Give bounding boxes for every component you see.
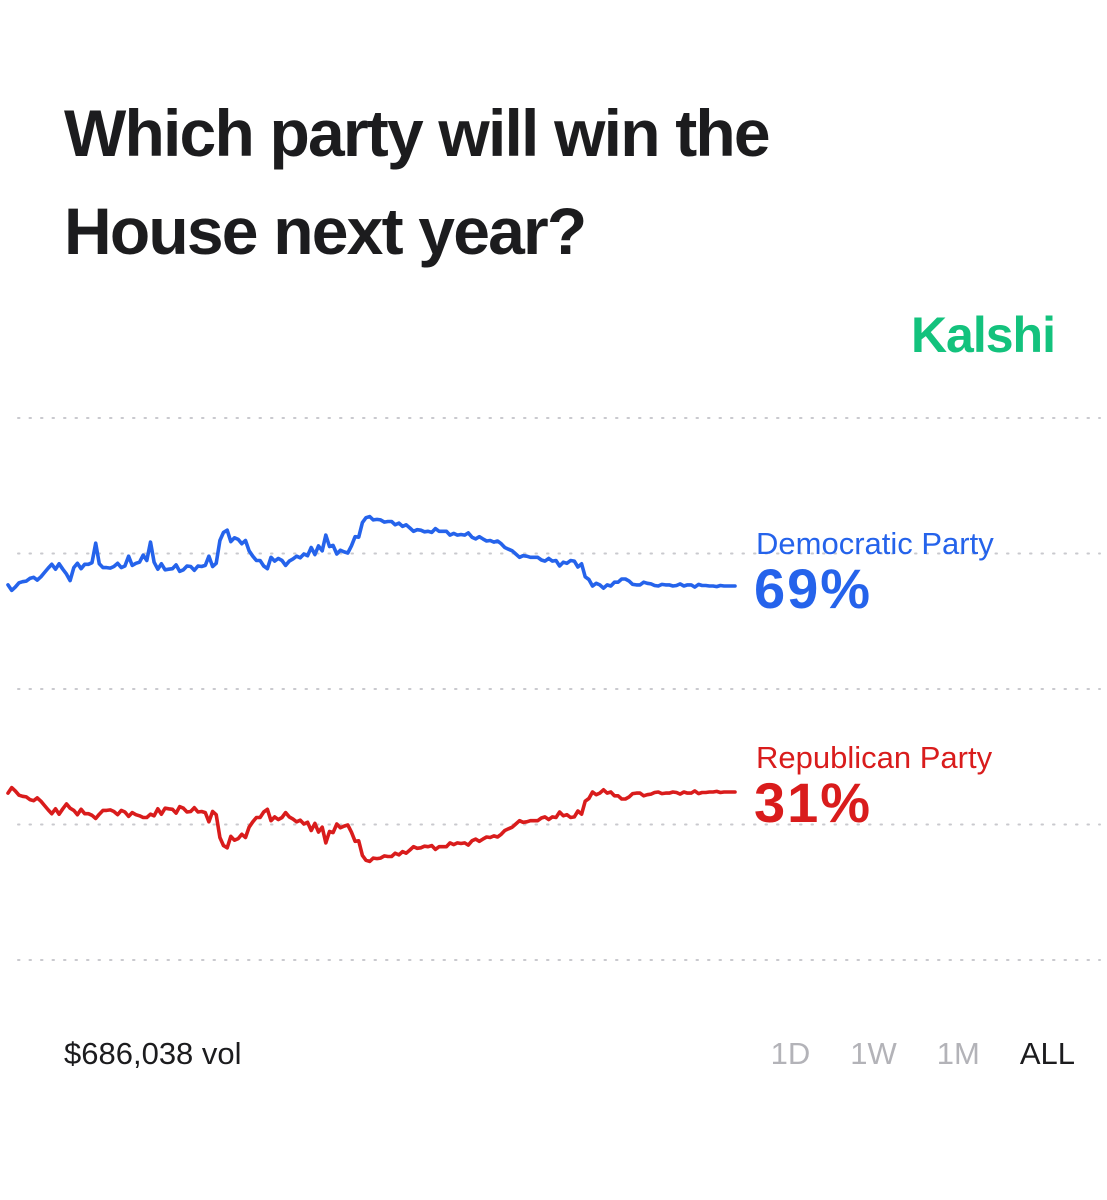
range-tabs: 1D 1W 1M ALL <box>731 1036 1075 1072</box>
grid-layer <box>17 417 1101 961</box>
range-tab-1w[interactable]: 1W <box>850 1036 897 1071</box>
series-line-democratic[interactable] <box>6 514 737 593</box>
volume-label: $686,038 vol <box>64 1036 242 1071</box>
series-value-label: 69% <box>754 557 872 620</box>
series-layer <box>6 514 737 864</box>
page-title: Which party will win the House next year… <box>64 96 771 268</box>
series-value-label: 31% <box>754 771 872 834</box>
range-tab-all[interactable]: ALL <box>1019 1036 1075 1071</box>
range-tab-1d[interactable]: 1D <box>770 1036 811 1071</box>
kalshi-logo: Kalshi <box>910 307 1056 363</box>
series-name-label: Republican Party <box>756 740 993 775</box>
series-line-republican[interactable] <box>6 785 737 864</box>
range-tab-1m[interactable]: 1M <box>936 1036 980 1071</box>
series-name-label: Democratic Party <box>756 526 994 561</box>
